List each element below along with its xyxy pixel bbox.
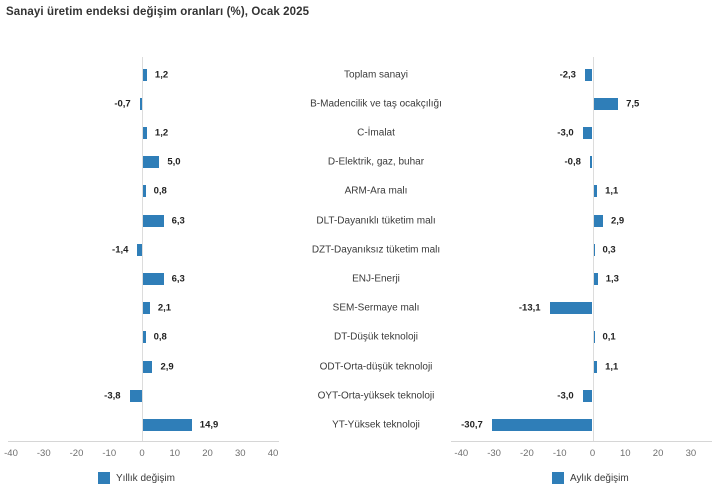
- monthly-bar: [593, 243, 595, 256]
- monthly-axis-tick-label: -20: [520, 448, 534, 459]
- annual-value-label: 1,2: [154, 69, 169, 80]
- category-label: DLT-Dayanıklı tüketim malı: [316, 215, 436, 226]
- annual-axis-tick-label: 0: [139, 448, 145, 459]
- monthly-value-label: 7,5: [626, 98, 640, 110]
- annual-bar: [139, 97, 142, 110]
- monthly-value-label: 0,3: [602, 244, 616, 256]
- monthly-axis-tick-label: 10: [620, 448, 631, 459]
- annual-bar: [143, 418, 192, 431]
- annual-value-label: -1,4: [112, 244, 129, 256]
- annual-value-label: 14,9: [199, 419, 219, 431]
- monthly-bar: [593, 272, 598, 285]
- annual-legend: Yıllık değişim: [98, 472, 175, 484]
- monthly-axis-tick-label: 20: [652, 448, 664, 459]
- annual-value-label: -3,8: [104, 390, 121, 402]
- category-label: ENJ-Enerji: [352, 273, 400, 285]
- annual-value-label: 2,9: [160, 361, 174, 372]
- category-label: D-Elektrik, gaz, buhar: [327, 156, 425, 168]
- annual-bar: [143, 272, 164, 285]
- annual-bar: [143, 156, 160, 169]
- category-label: C-İmalat: [357, 127, 395, 139]
- monthly-bar: [593, 185, 598, 198]
- monthly-legend-label: Aylık değişim: [570, 472, 629, 484]
- monthly-zero-line: [592, 57, 594, 441]
- monthly-value-label: -30,7: [461, 419, 483, 431]
- annual-axis-tick-label: 30: [234, 448, 246, 459]
- annual-value-label: 1,2: [154, 127, 169, 139]
- monthly-value-label: 0,1: [602, 331, 616, 343]
- annual-bar: [143, 185, 146, 198]
- category-label: ODT-Orta-düşük teknoloji: [319, 361, 433, 372]
- annual-value-label: 0,8: [153, 185, 167, 197]
- annual-value-label: 2,1: [157, 302, 172, 314]
- annual-axis-tick-label: -10: [102, 448, 117, 459]
- monthly-axis-tick-label: -30: [487, 448, 501, 459]
- monthly-x-axis-line: [451, 441, 712, 442]
- annual-value-label: 6,3: [171, 273, 185, 285]
- annual-bar: [129, 389, 142, 402]
- annual-value-label: -0,7: [114, 98, 131, 110]
- annual-bar: [143, 214, 164, 227]
- annual-axis-tick-label: 20: [202, 448, 213, 459]
- category-label: DZT-Dayanıksız tüketim malı: [311, 244, 441, 256]
- annual-axis-tick-label: -40: [4, 448, 18, 459]
- category-label: DT-Düşük teknoloji: [334, 331, 418, 343]
- monthly-axis-tick-label: -10: [552, 448, 567, 459]
- annual-bar: [143, 331, 146, 344]
- monthly-value-label: -2,3: [559, 69, 576, 80]
- annual-legend-label: Yıllık değişim: [116, 472, 175, 484]
- annual-zero-line: [142, 57, 143, 441]
- category-label: SEM-Sermaye malı: [332, 302, 420, 314]
- annual-bar: [143, 302, 150, 315]
- monthly-value-label: -13,1: [518, 302, 541, 314]
- category-label: YT-Yüksek teknoloji: [332, 419, 420, 431]
- annual-bar: [143, 68, 147, 81]
- monthly-bar: [491, 418, 593, 431]
- category-label: Toplam sanayi: [344, 69, 408, 80]
- category-label: ARM-Ara malı: [344, 185, 408, 197]
- monthly-value-label: -3,0: [557, 127, 574, 139]
- annual-legend-swatch-icon: [98, 472, 110, 484]
- monthly-value-label: 1,1: [605, 361, 619, 372]
- monthly-axis-tick-label: 0: [589, 448, 596, 459]
- annual-axis-tick-label: -20: [69, 448, 84, 459]
- annual-bar: [143, 360, 153, 373]
- monthly-bar: [582, 126, 593, 139]
- annual-value-label: 0,8: [153, 331, 167, 343]
- annual-value-label: 5,0: [167, 156, 181, 168]
- monthly-bar: [593, 214, 603, 227]
- annual-axis-tick-label: 10: [169, 448, 181, 459]
- category-label: OYT-Orta-yüksek teknoloji: [317, 390, 435, 402]
- monthly-axis-tick-label: 30: [685, 448, 697, 459]
- monthly-value-label: 1,3: [605, 273, 619, 285]
- monthly-value-label: -3,0: [557, 390, 574, 402]
- annual-axis-tick-label: 40: [267, 448, 279, 459]
- category-label: B-Madencilik ve taş ocakçılığı: [310, 98, 442, 110]
- monthly-legend-swatch-icon: [552, 472, 564, 484]
- monthly-bar: [549, 302, 593, 315]
- monthly-bar: [593, 97, 619, 110]
- monthly-bar: [593, 331, 595, 344]
- monthly-bar: [589, 156, 593, 169]
- annual-axis-tick-label: -30: [36, 448, 51, 459]
- monthly-value-label: 1,1: [605, 185, 619, 197]
- monthly-axis-tick-label: -40: [454, 448, 469, 459]
- monthly-bar: [582, 389, 593, 402]
- annual-bar: [143, 126, 147, 139]
- monthly-value-label: 2,9: [611, 215, 625, 226]
- annual-value-label: 6,3: [171, 215, 185, 226]
- monthly-bar: [584, 68, 593, 81]
- annual-x-axis-line: [8, 441, 279, 442]
- monthly-value-label: -0,8: [564, 156, 581, 168]
- monthly-legend: Aylık değişim: [552, 472, 629, 484]
- annual-bar: [137, 243, 142, 256]
- chart-title: Sanayi üretim endeksi değişim oranları (…: [6, 6, 310, 18]
- monthly-bar: [593, 360, 598, 373]
